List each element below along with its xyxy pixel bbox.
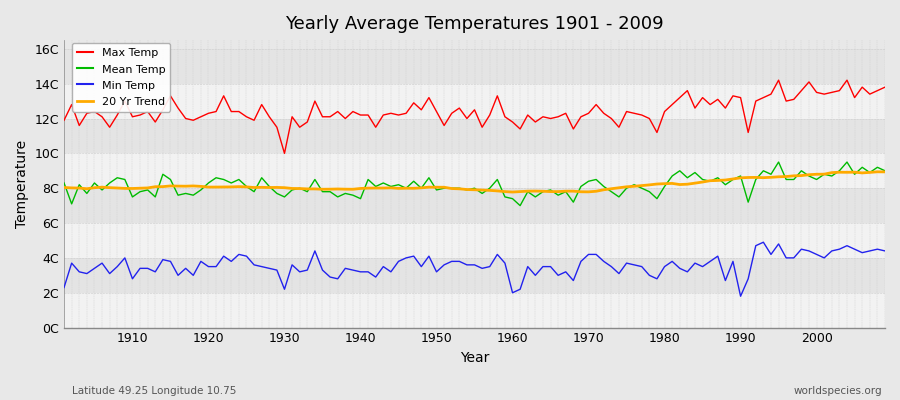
Text: Latitude 49.25 Longitude 10.75: Latitude 49.25 Longitude 10.75 [72, 386, 237, 396]
Bar [64, 84, 885, 118]
Bar [64, 293, 885, 328]
Bar [64, 188, 885, 223]
Bar [64, 153, 885, 188]
Bar [64, 223, 885, 258]
Text: worldspecies.org: worldspecies.org [794, 386, 882, 396]
Title: Yearly Average Temperatures 1901 - 2009: Yearly Average Temperatures 1901 - 2009 [285, 15, 664, 33]
X-axis label: Year: Year [460, 351, 490, 365]
Legend: Max Temp, Mean Temp, Min Temp, 20 Yr Trend: Max Temp, Mean Temp, Min Temp, 20 Yr Tre… [72, 43, 170, 112]
Bar [64, 118, 885, 153]
Y-axis label: Temperature: Temperature [15, 140, 29, 228]
Bar [64, 258, 885, 293]
Bar [64, 49, 885, 84]
